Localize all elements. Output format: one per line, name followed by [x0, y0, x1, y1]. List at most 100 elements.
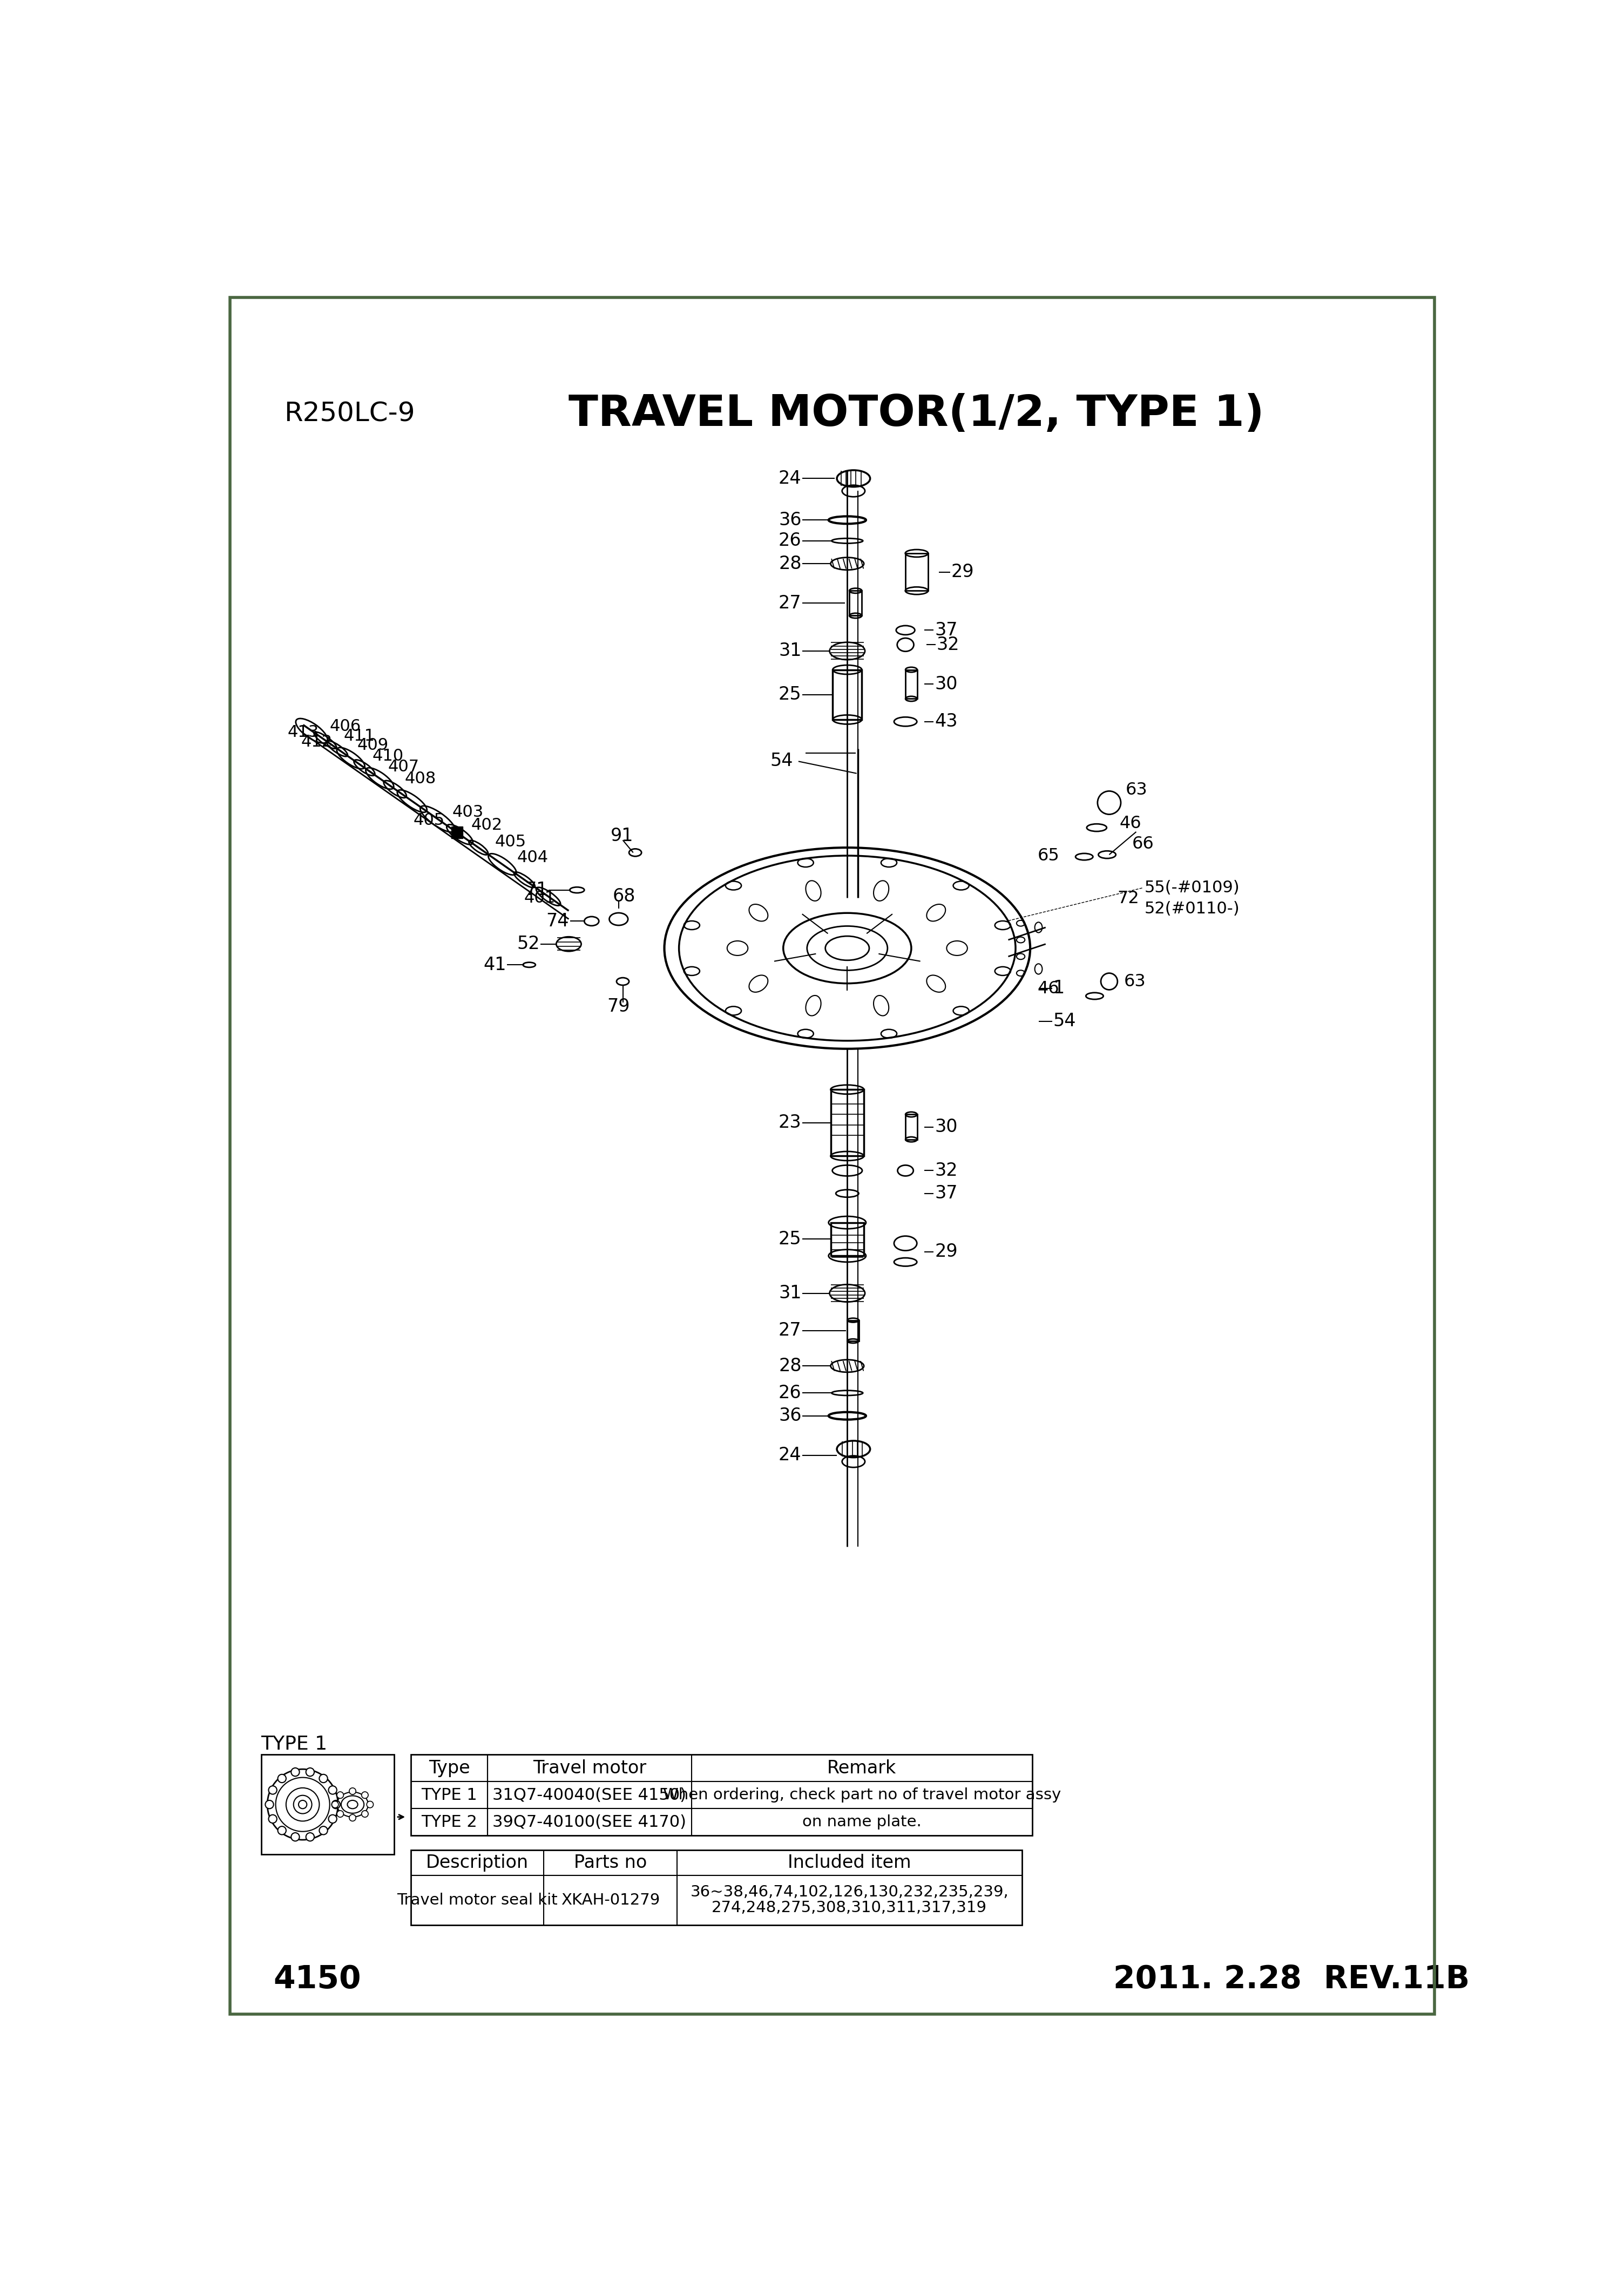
- Bar: [906, 554, 929, 591]
- Text: 410: 410: [372, 749, 404, 765]
- Text: 274,248,275,308,310,311,317,319: 274,248,275,308,310,311,317,319: [711, 1901, 987, 1914]
- Text: 65: 65: [1038, 847, 1059, 863]
- Text: 46: 46: [1038, 980, 1059, 998]
- Bar: [411, 1850, 1021, 1926]
- Bar: [906, 669, 918, 698]
- Text: 36~38,46,74,102,126,130,232,235,239,: 36~38,46,74,102,126,130,232,235,239,: [690, 1885, 1009, 1901]
- Circle shape: [265, 1800, 273, 1809]
- Text: 29: 29: [952, 563, 974, 582]
- Circle shape: [328, 1814, 336, 1823]
- Text: 413: 413: [287, 724, 318, 740]
- Text: 26: 26: [778, 1383, 802, 1401]
- Text: 37: 37: [934, 1184, 958, 1202]
- Circle shape: [362, 1791, 369, 1798]
- Circle shape: [268, 1814, 276, 1823]
- Text: 24: 24: [778, 469, 802, 488]
- Bar: [411, 1754, 1033, 1837]
- Circle shape: [320, 1775, 328, 1782]
- Text: TYPE 1: TYPE 1: [261, 1736, 328, 1754]
- Text: Travel motor: Travel motor: [533, 1759, 646, 1777]
- Bar: [849, 591, 862, 616]
- Text: 32: 32: [937, 637, 960, 653]
- Text: TYPE 1: TYPE 1: [421, 1786, 477, 1802]
- Circle shape: [336, 1811, 344, 1818]
- Circle shape: [328, 1786, 336, 1795]
- Text: Type: Type: [429, 1759, 469, 1777]
- Text: TYPE 2: TYPE 2: [421, 1814, 477, 1830]
- Text: Remark: Remark: [827, 1759, 896, 1777]
- Text: 36: 36: [778, 1406, 802, 1424]
- Text: 405: 405: [495, 834, 526, 850]
- Text: 2011. 2.28  REV.11B: 2011. 2.28 REV.11B: [1114, 1965, 1470, 1995]
- Bar: [451, 827, 463, 838]
- Circle shape: [278, 1775, 286, 1782]
- Text: 55(-#0109): 55(-#0109): [1145, 879, 1239, 895]
- Text: 39Q7-40100(SEE 4170): 39Q7-40100(SEE 4170): [492, 1814, 687, 1830]
- Text: 43: 43: [934, 712, 958, 731]
- Circle shape: [349, 1788, 356, 1795]
- Bar: [848, 1321, 859, 1342]
- Text: XKAH-01279: XKAH-01279: [560, 1892, 659, 1908]
- Text: Description: Description: [425, 1855, 528, 1871]
- Bar: [830, 1223, 864, 1255]
- Text: 406: 406: [330, 719, 361, 735]
- Circle shape: [362, 1811, 369, 1818]
- Bar: [906, 1115, 918, 1140]
- Text: 63: 63: [1125, 781, 1148, 799]
- Text: 409: 409: [357, 737, 388, 753]
- Bar: [833, 669, 862, 719]
- Text: 23: 23: [778, 1113, 802, 1131]
- Circle shape: [278, 1827, 286, 1834]
- Text: Parts no: Parts no: [573, 1855, 646, 1871]
- Circle shape: [305, 1832, 313, 1841]
- Bar: [261, 1754, 395, 1855]
- Text: 32: 32: [934, 1161, 958, 1179]
- Text: 411: 411: [343, 728, 375, 744]
- Text: 25: 25: [778, 685, 802, 703]
- Circle shape: [268, 1786, 276, 1795]
- Text: 54: 54: [1052, 1012, 1077, 1030]
- Text: 68: 68: [612, 886, 635, 905]
- Text: 24: 24: [778, 1447, 802, 1463]
- Text: TRAVEL MOTOR(1/2, TYPE 1): TRAVEL MOTOR(1/2, TYPE 1): [568, 394, 1265, 435]
- Text: 27: 27: [778, 1321, 802, 1340]
- Circle shape: [367, 1802, 374, 1807]
- Circle shape: [336, 1791, 344, 1798]
- Text: 71: 71: [525, 882, 547, 900]
- Text: 31Q7-40040(SEE 4150): 31Q7-40040(SEE 4150): [492, 1786, 687, 1802]
- Text: 54: 54: [770, 751, 793, 769]
- Text: 41: 41: [484, 955, 507, 973]
- Text: 28: 28: [778, 1358, 802, 1374]
- Text: 31: 31: [778, 1285, 802, 1303]
- Circle shape: [331, 1800, 339, 1809]
- Text: 31: 31: [778, 641, 802, 660]
- Text: 30: 30: [934, 1118, 958, 1136]
- Text: 401: 401: [525, 891, 555, 907]
- Circle shape: [320, 1827, 328, 1834]
- Text: 74: 74: [546, 911, 568, 930]
- Text: 25: 25: [778, 1230, 802, 1248]
- Text: 36: 36: [778, 511, 802, 529]
- Text: 403: 403: [453, 804, 484, 820]
- Text: 404: 404: [516, 850, 549, 866]
- Text: 79: 79: [607, 998, 630, 1014]
- Text: 26: 26: [778, 531, 802, 550]
- Text: 407: 407: [388, 758, 419, 774]
- Text: 52: 52: [516, 934, 539, 953]
- Circle shape: [331, 1802, 338, 1807]
- Text: 405: 405: [414, 813, 445, 829]
- Circle shape: [305, 1768, 313, 1777]
- Text: 37: 37: [934, 621, 958, 639]
- Text: 91: 91: [611, 827, 633, 845]
- Text: 46: 46: [1119, 815, 1142, 831]
- Circle shape: [349, 1814, 356, 1821]
- Text: 63: 63: [1124, 973, 1145, 989]
- Bar: [830, 1090, 864, 1156]
- Text: 72: 72: [1117, 891, 1140, 907]
- Text: 52(#0110-): 52(#0110-): [1145, 900, 1239, 916]
- Text: 28: 28: [778, 554, 802, 572]
- Text: Included item: Included item: [788, 1855, 911, 1871]
- Text: 4150: 4150: [273, 1965, 361, 1995]
- Text: 408: 408: [404, 772, 437, 788]
- Text: 29: 29: [934, 1243, 958, 1259]
